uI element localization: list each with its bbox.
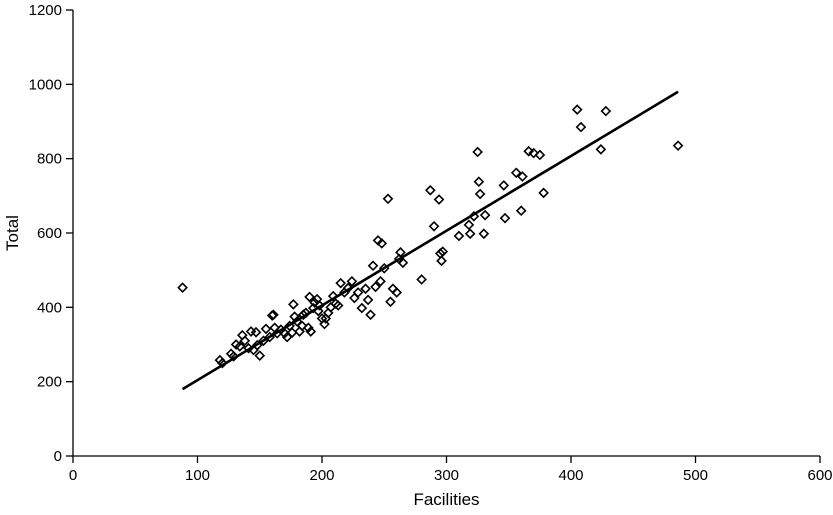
data-point xyxy=(254,350,266,361)
data-point xyxy=(428,220,440,232)
data-point xyxy=(177,282,188,293)
data-point xyxy=(600,105,612,117)
y-tick-label: 200 xyxy=(37,374,62,391)
data-point xyxy=(395,246,406,258)
x-tick-label: 300 xyxy=(434,467,459,484)
y-tick-label: 600 xyxy=(37,225,62,242)
data-point xyxy=(571,104,583,115)
data-point xyxy=(595,144,607,155)
data-point xyxy=(239,335,251,347)
data-point xyxy=(309,297,320,308)
y-tick-label: 1200 xyxy=(29,2,62,19)
x-tick-label: 500 xyxy=(683,467,708,484)
data-point xyxy=(575,121,587,133)
data-point xyxy=(228,351,239,362)
data-point xyxy=(360,283,371,295)
data-point xyxy=(528,147,539,159)
data-point xyxy=(517,171,528,182)
x-tick-label: 100 xyxy=(185,467,210,484)
data-point xyxy=(217,357,228,369)
data-point xyxy=(672,140,684,151)
data-point xyxy=(362,294,374,306)
data-point xyxy=(515,205,527,217)
x-tick-label: 0 xyxy=(69,467,77,484)
data-point xyxy=(382,193,394,205)
trendline xyxy=(181,90,679,391)
data-point xyxy=(523,145,535,157)
data-point xyxy=(319,318,330,330)
data-point xyxy=(510,167,522,179)
y-tick-label: 400 xyxy=(37,299,62,316)
data-point xyxy=(424,184,436,196)
data-point xyxy=(234,341,246,352)
x-axis: 0 100 200 300 400 500 600 xyxy=(69,455,833,484)
data-point xyxy=(370,281,381,293)
y-tick-label: 1000 xyxy=(29,76,62,93)
data-point xyxy=(304,291,315,303)
data-point xyxy=(453,230,465,242)
data-point xyxy=(437,246,449,257)
y-axis-title: Total xyxy=(3,215,22,251)
data-point xyxy=(268,309,279,321)
data-point xyxy=(260,323,272,335)
data-point xyxy=(376,238,388,249)
data-point xyxy=(300,307,312,319)
data-point xyxy=(478,228,490,240)
data-point xyxy=(346,275,358,287)
data-point xyxy=(335,277,347,289)
data-point xyxy=(302,322,314,334)
data-point xyxy=(436,255,447,267)
data-point xyxy=(391,287,403,298)
data-point xyxy=(464,228,476,240)
y-tick-label: 0 xyxy=(54,448,62,465)
data-point xyxy=(534,149,546,161)
data-point xyxy=(250,326,262,338)
data-point xyxy=(297,309,309,321)
data-point xyxy=(538,187,549,199)
data-point xyxy=(433,194,445,205)
y-axis: 0 200 400 600 800 1000 1200 xyxy=(29,2,74,465)
data-point xyxy=(296,320,308,332)
x-tick-label: 200 xyxy=(309,467,334,484)
data-point xyxy=(352,287,364,298)
trendline-group xyxy=(181,90,679,391)
data-point xyxy=(473,176,485,188)
data-point xyxy=(385,296,396,308)
data-point xyxy=(356,302,368,314)
data-point xyxy=(472,146,483,158)
data-point xyxy=(416,274,427,285)
x-tick-label: 600 xyxy=(807,467,832,484)
x-tick-label: 400 xyxy=(558,467,583,484)
data-point xyxy=(499,212,511,224)
data-point xyxy=(305,326,317,337)
data-point xyxy=(288,299,299,310)
data-point xyxy=(479,209,491,221)
data-points xyxy=(177,104,684,369)
x-axis-title: Facilities xyxy=(413,490,479,509)
data-point xyxy=(474,188,486,200)
data-point xyxy=(397,257,409,269)
data-point xyxy=(375,275,386,287)
data-point xyxy=(498,180,510,191)
data-point xyxy=(327,290,339,302)
data-point xyxy=(332,300,344,311)
data-point xyxy=(367,260,379,272)
data-point xyxy=(463,219,475,231)
y-tick-label: 800 xyxy=(37,151,62,168)
data-point xyxy=(365,309,376,321)
